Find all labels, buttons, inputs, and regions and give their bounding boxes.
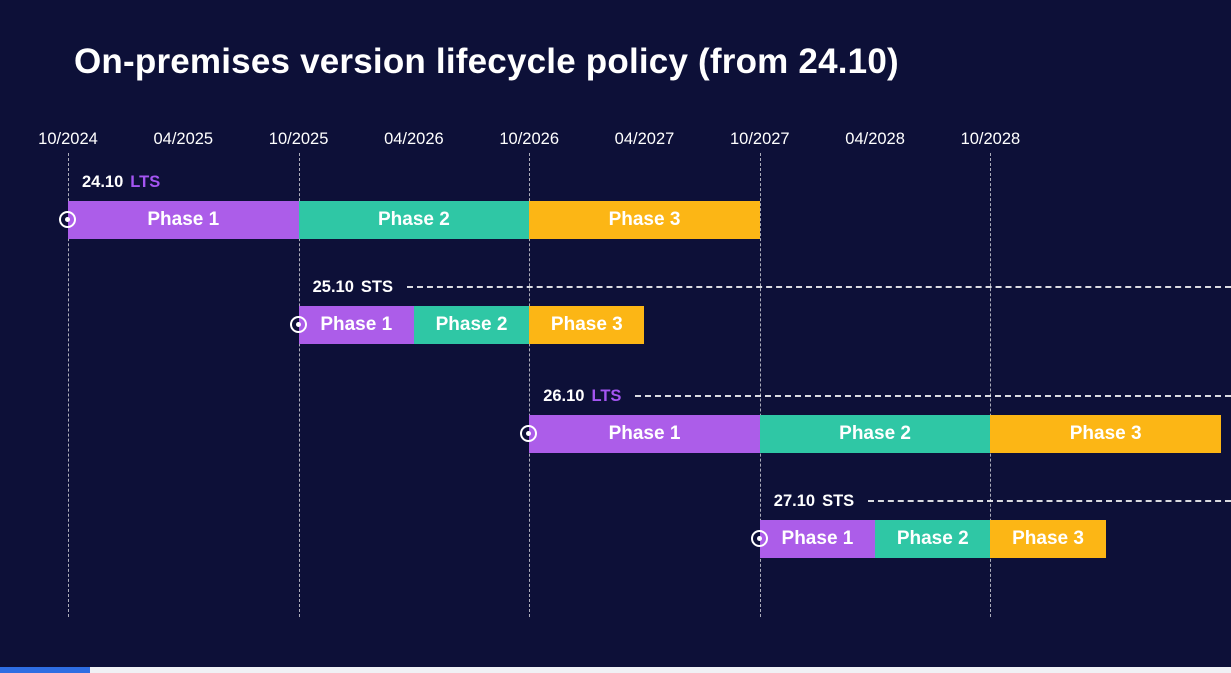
phase-segment-phase-1: Phase 1	[68, 201, 299, 239]
gridline-vertical	[759, 153, 761, 617]
footer-strip	[0, 667, 1231, 673]
version-number: 24.10	[82, 172, 124, 191]
axis-tick-label: 04/2026	[384, 130, 444, 148]
leader-dashed-line	[635, 395, 1231, 397]
release-start-marker	[520, 425, 538, 442]
phase-bar-26-10: Phase 1 Phase 2 Phase 3	[529, 415, 1221, 453]
version-row-label: 25.10 STS	[313, 276, 1231, 298]
phase-segment-phase-3: Phase 3	[990, 520, 1106, 558]
leader-dashed-line	[406, 286, 1231, 288]
axis-tick-label: 10/2027	[729, 130, 790, 148]
release-start-marker	[750, 530, 768, 547]
phase-segment-phase-2: Phase 2	[759, 415, 991, 453]
axis-tick-label: 04/2027	[614, 130, 675, 148]
version-row-label: 24.10 LTS	[82, 171, 160, 193]
footer-accent-blue	[0, 667, 90, 673]
axis-tick-label: 10/2028	[960, 130, 1021, 148]
version-number: 25.10	[312, 277, 354, 296]
version-row-label: 27.10 STS	[774, 490, 1231, 512]
phase-segment-phase-1: Phase 1	[759, 520, 876, 558]
phase-segment-phase-1: Phase 1	[529, 415, 760, 453]
release-type-badge: STS	[822, 491, 855, 510]
axis-tick-label: 10/2025	[268, 130, 329, 148]
footer-accent-white	[90, 667, 1231, 673]
version-row-label: 26.10 LTS	[543, 385, 1231, 407]
version-number: 27.10	[773, 491, 816, 510]
phase-bar-25-10: Phase 1 Phase 2 Phase 3	[298, 306, 645, 344]
phase-segment-phase-3: Phase 3	[529, 201, 760, 239]
phase-segment-phase-3: Phase 3	[529, 306, 645, 344]
axis-tick-label: 04/2025	[153, 130, 214, 148]
release-start-marker	[59, 211, 76, 228]
gridline-vertical	[68, 153, 69, 617]
release-type-badge: STS	[360, 277, 393, 296]
phase-bar-24-10: Phase 1 Phase 2 Phase 3	[68, 201, 760, 239]
axis-tick-label: 10/2024	[38, 130, 98, 148]
axis-tick-label: 04/2028	[845, 130, 905, 148]
phase-segment-phase-3: Phase 3	[990, 415, 1221, 453]
phase-segment-phase-1: Phase 1	[298, 306, 414, 344]
release-type-badge: LTS	[130, 172, 161, 191]
phase-segment-phase-2: Phase 2	[875, 520, 991, 558]
page-title: On-premises version lifecycle policy (fr…	[74, 42, 899, 81]
leader-dashed-line	[868, 500, 1231, 502]
gridline-vertical	[529, 153, 531, 617]
gridline-vertical	[298, 153, 300, 617]
phase-segment-phase-2: Phase 2	[298, 201, 530, 239]
version-number: 26.10	[543, 386, 585, 405]
gridline-vertical	[990, 153, 992, 617]
phase-bar-27-10: Phase 1 Phase 2 Phase 3	[759, 520, 1106, 558]
release-start-marker	[289, 316, 307, 333]
axis-tick-label: 10/2026	[499, 130, 560, 148]
phase-segment-phase-2: Phase 2	[413, 306, 530, 344]
release-type-badge: LTS	[591, 386, 622, 405]
